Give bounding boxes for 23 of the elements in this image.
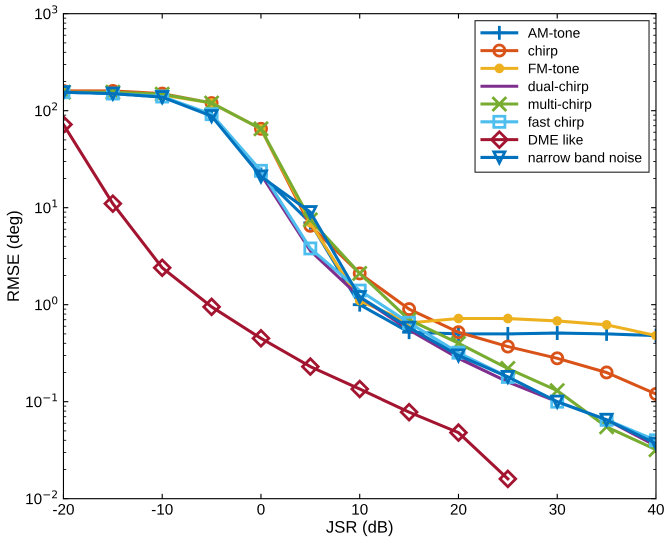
legend-label: chirp bbox=[528, 45, 558, 58]
y-tick-label: 10$^{1}$ bbox=[35, 199, 58, 214]
y-tick-label: 10$^{−1}$ bbox=[26, 393, 58, 408]
x-tick-label: -20 bbox=[53, 504, 74, 515]
x-tick-label: 0 bbox=[257, 504, 265, 515]
y-tick-label: 10$^{3}$ bbox=[35, 5, 58, 20]
legend-label: dual-chirp bbox=[528, 81, 588, 94]
legend-label: FM-tone bbox=[528, 64, 579, 74]
x-tick-label: 10 bbox=[352, 504, 368, 515]
legend-label: AM-tone bbox=[528, 28, 580, 38]
x-tick-label: 40 bbox=[648, 504, 664, 515]
legend-label: multi-chirp bbox=[528, 98, 592, 112]
y-tick-label: 10$^{0}$ bbox=[35, 296, 58, 310]
legend-label: DME like bbox=[528, 134, 583, 145]
x-tick-label: -10 bbox=[152, 504, 173, 515]
x-tick-label: 30 bbox=[549, 504, 566, 515]
y-tick-label: 10$^{−2}$ bbox=[26, 490, 57, 504]
legend-label: narrow band noise bbox=[528, 152, 642, 162]
x-tick-label: 20 bbox=[450, 504, 466, 515]
x-axis-title: JSR (dB) bbox=[326, 520, 392, 536]
y-axis-title: RMSE (deg) bbox=[6, 211, 22, 301]
legend-label: fast chirp bbox=[528, 116, 584, 130]
y-tick-label: 10$^{2}$ bbox=[35, 102, 58, 116]
